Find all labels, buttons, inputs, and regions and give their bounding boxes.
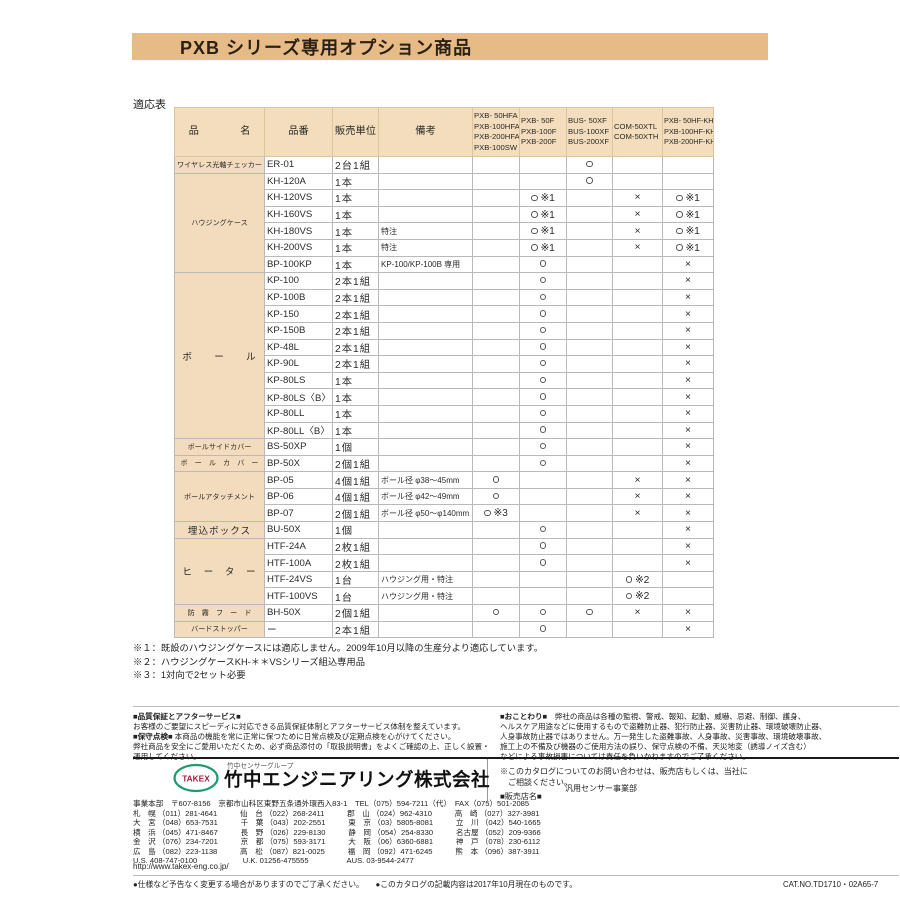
svg-text:TAKEX: TAKEX [182,774,210,784]
